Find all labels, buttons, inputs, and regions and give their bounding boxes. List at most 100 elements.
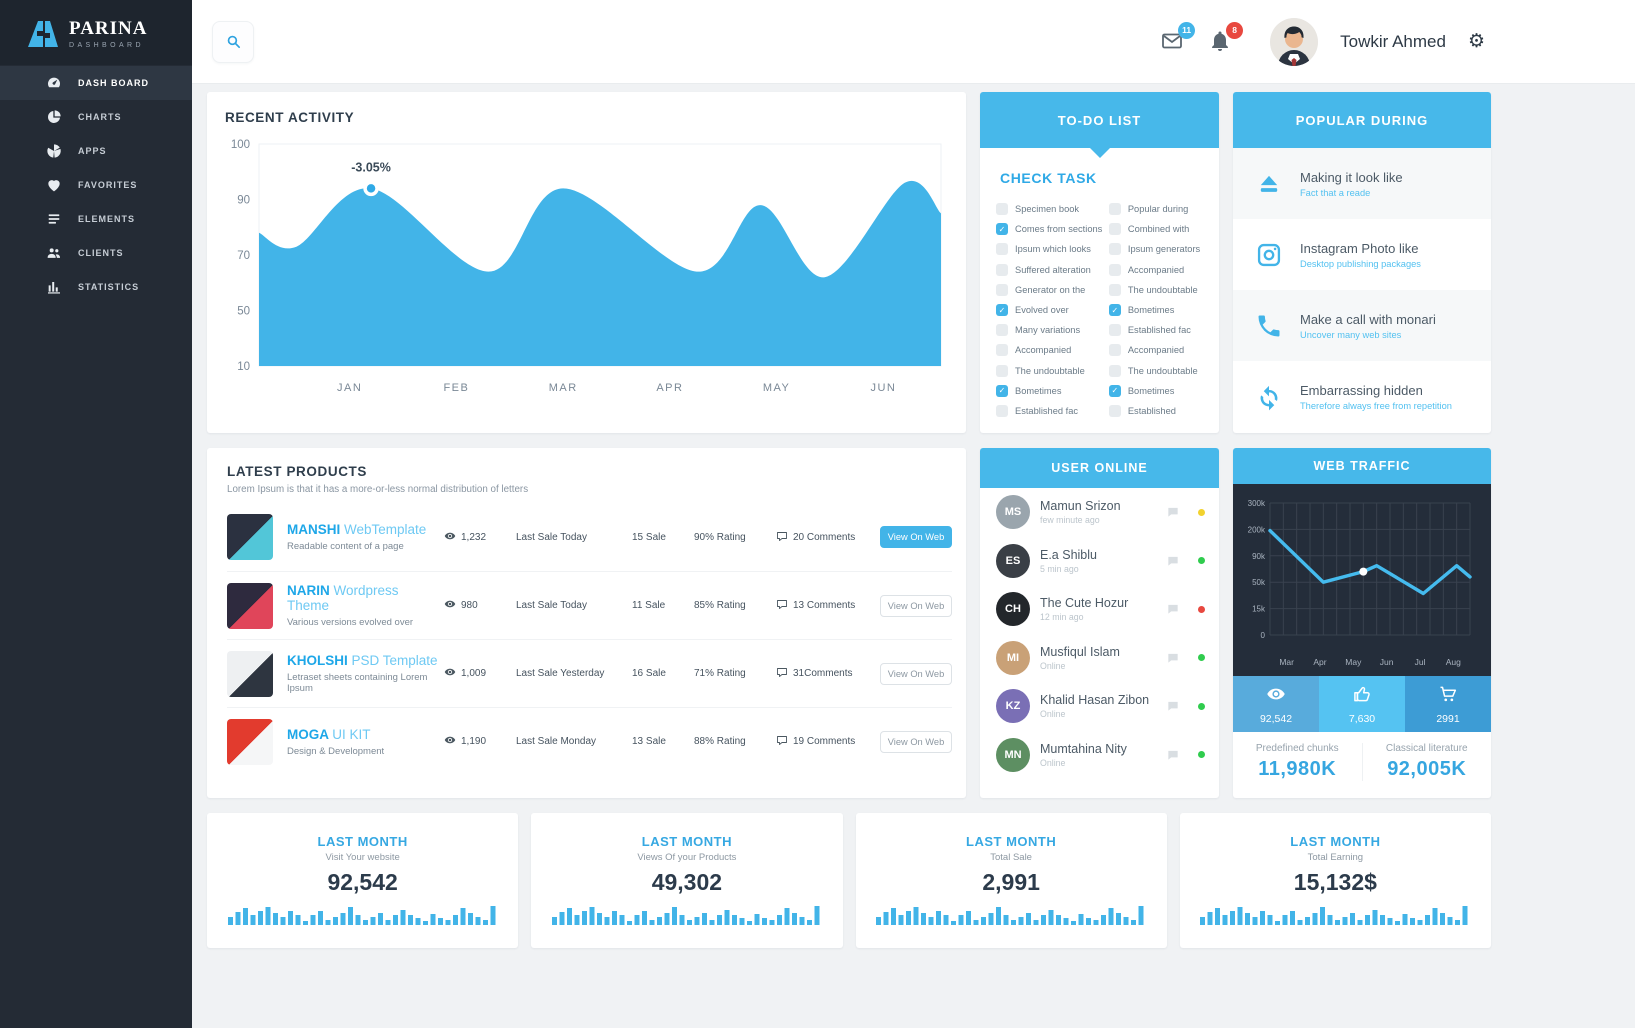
svg-text:90k: 90k bbox=[1252, 552, 1266, 561]
sidebar-item-favorites[interactable]: FAVORITES bbox=[0, 168, 192, 202]
user-online-row[interactable]: ES E.a Shiblu 5 min ago bbox=[980, 537, 1219, 586]
summary-card-title: LAST MONTH bbox=[1290, 834, 1381, 849]
todo-item-label: Established bbox=[1127, 405, 1176, 416]
todo-checkbox[interactable] bbox=[1108, 404, 1121, 417]
sidebar-item-elements[interactable]: ELEMENTS bbox=[0, 202, 192, 236]
svg-text:70: 70 bbox=[237, 250, 250, 262]
product-comments-count: 13 Comments bbox=[793, 600, 856, 611]
view-on-web-button[interactable]: View On Web bbox=[880, 662, 952, 685]
product-last-sale: Last Sale Today bbox=[516, 531, 587, 543]
summary-card-title: LAST MONTH bbox=[641, 834, 732, 849]
user-online-row[interactable]: MI Musfiqul Islam Online bbox=[980, 634, 1219, 683]
user-online-row[interactable]: KZ Khalid Hasan Zibon Online bbox=[980, 682, 1219, 731]
favorites-icon bbox=[46, 177, 62, 193]
todo-column-left: Specimen book ✓ Comes from sections Ipsum w… bbox=[996, 199, 1109, 421]
popular-item[interactable]: Instagram Photo like Desktop publishing p… bbox=[1233, 219, 1491, 290]
sidebar-item-clients[interactable]: CLIENTS bbox=[0, 236, 192, 270]
todo-item-label: Accompanied bbox=[1127, 264, 1185, 275]
product-last-sale: Last Sale Monday bbox=[516, 736, 597, 747]
todo-item: The undoubtable bbox=[1108, 361, 1205, 381]
search-button[interactable] bbox=[212, 20, 254, 63]
user-online-avatar: MI bbox=[996, 640, 1030, 675]
todo-checkbox[interactable] bbox=[996, 324, 1008, 337]
popular-item-title: Make a call with monari bbox=[1300, 311, 1436, 327]
sidebar-item-statistics[interactable]: STATISTICS bbox=[0, 270, 192, 304]
sidebar-item-charts[interactable]: CHARTS bbox=[0, 100, 192, 134]
todo-checkbox[interactable] bbox=[996, 203, 1008, 216]
user-avatar[interactable] bbox=[1270, 17, 1319, 66]
todo-checkbox[interactable] bbox=[996, 263, 1008, 276]
traffic-stat-thumbs-up[interactable]: 7,630 bbox=[1319, 676, 1405, 732]
summary-card-title: LAST MONTH bbox=[966, 834, 1057, 849]
product-comments-count: 31Comments bbox=[793, 668, 853, 679]
todo-checkbox[interactable] bbox=[996, 344, 1008, 357]
todo-columns: Specimen book ✓ Comes from sections Ipsum w… bbox=[996, 199, 1205, 421]
brand-logo[interactable]: PARINA DASHBOARD bbox=[0, 0, 192, 65]
eject-icon bbox=[1255, 170, 1283, 198]
chat-bubble-icon[interactable] bbox=[1166, 699, 1180, 713]
todo-checkbox[interactable]: ✓ bbox=[996, 304, 1008, 317]
view-on-web-button[interactable]: View On Web bbox=[880, 730, 952, 753]
notifications-button[interactable]: 8 bbox=[1208, 21, 1244, 55]
user-online-meta: Mamun Srizon few minute ago bbox=[1040, 499, 1156, 525]
todo-checkbox[interactable] bbox=[1108, 263, 1121, 276]
todo-checkbox[interactable] bbox=[1108, 344, 1121, 357]
popular-during-card: POPULAR DURING Making it look like Fact t… bbox=[1233, 92, 1491, 433]
settings-gear-icon[interactable]: ⚙ bbox=[1467, 31, 1485, 52]
todo-checkbox[interactable] bbox=[996, 283, 1008, 296]
todo-checkbox[interactable] bbox=[996, 364, 1008, 377]
todo-checkbox[interactable] bbox=[1108, 243, 1121, 256]
todo-item: ✓ Bometimes bbox=[996, 381, 1109, 401]
todo-checkbox[interactable]: ✓ bbox=[1108, 304, 1121, 317]
view-on-web-button[interactable]: View On Web bbox=[880, 526, 952, 548]
todo-checkbox[interactable] bbox=[1108, 324, 1121, 337]
user-online-name: Khalid Hasan Zibon bbox=[1040, 693, 1150, 708]
sidebar-item-dash-board[interactable]: DASH BOARD bbox=[0, 66, 192, 100]
product-name-block: MOGA UI KIT Design & Development bbox=[273, 727, 444, 757]
chat-bubble-icon[interactable] bbox=[1166, 505, 1180, 519]
svg-text:Mar: Mar bbox=[1279, 657, 1294, 667]
traffic-stat-cart[interactable]: 2991 bbox=[1405, 676, 1491, 732]
todo-item: ✓ Evolved over bbox=[996, 300, 1109, 320]
popular-item-title: Instagram Photo like bbox=[1300, 240, 1419, 256]
todo-checkbox[interactable] bbox=[1108, 203, 1121, 216]
chat-bubble-icon[interactable] bbox=[1166, 651, 1180, 665]
product-name: MANSHI WebTemplate bbox=[287, 522, 444, 537]
traffic-stat-value: 2991 bbox=[1436, 712, 1460, 725]
apps-icon bbox=[46, 143, 62, 159]
sidebar-item-apps[interactable]: APPS bbox=[0, 134, 192, 168]
recent-activity-chart: 100 90 70 50 10 JAN FEB MAR APR MAY JUN -3.05% bbox=[225, 139, 948, 402]
todo-checkbox[interactable]: ✓ bbox=[996, 384, 1008, 397]
todo-checkbox[interactable] bbox=[996, 404, 1008, 417]
product-thumbnail bbox=[227, 650, 273, 697]
todo-checkbox[interactable]: ✓ bbox=[996, 223, 1008, 236]
chat-bubble-icon[interactable] bbox=[1166, 554, 1180, 568]
todo-checkbox[interactable] bbox=[1108, 364, 1121, 377]
phone-icon bbox=[1255, 312, 1283, 340]
traffic-stat-eye[interactable]: 92,542 bbox=[1233, 676, 1319, 732]
user-online-header: USER ONLINE bbox=[980, 448, 1219, 488]
chat-bubble-icon[interactable] bbox=[1166, 748, 1180, 762]
view-on-web-button[interactable]: View On Web bbox=[880, 594, 952, 617]
summary-card-value: 2,991 bbox=[982, 869, 1040, 895]
user-online-row[interactable]: CH The Cute Hozur 12 min ago bbox=[980, 585, 1219, 634]
messages-button[interactable]: 11 bbox=[1160, 21, 1196, 55]
user-online-row[interactable]: MN Mumtahina Nity Online bbox=[980, 731, 1219, 780]
todo-item: Accompanied bbox=[1108, 260, 1205, 280]
todo-checkbox[interactable]: ✓ bbox=[1108, 384, 1121, 397]
user-online-meta: The Cute Hozur 12 min ago bbox=[1040, 596, 1156, 622]
todo-checkbox[interactable] bbox=[1108, 283, 1121, 296]
todo-checkbox[interactable] bbox=[1108, 223, 1121, 236]
todo-item-label: Comes from sections bbox=[1015, 224, 1103, 235]
comment-icon bbox=[776, 530, 788, 545]
todo-list-card: TO-DO LIST CHECK TASK Specimen book ✓ Come… bbox=[980, 92, 1219, 433]
chat-bubble-icon[interactable] bbox=[1166, 602, 1180, 616]
popular-item[interactable]: Embarrassing hidden Therefore always free… bbox=[1233, 361, 1491, 432]
user-online-name: E.a Shiblu bbox=[1040, 547, 1097, 562]
summary-card-row: LAST MONTH Visit Your website 92,542 LAST M… bbox=[207, 813, 1491, 948]
popular-item[interactable]: Make a call with monari Uncover many web … bbox=[1233, 290, 1491, 361]
product-row: KHOLSHI PSD Template Letraset sheets cont… bbox=[227, 639, 952, 707]
popular-item[interactable]: Making it look like Fact that a reade bbox=[1233, 148, 1491, 219]
todo-checkbox[interactable] bbox=[996, 243, 1008, 256]
user-online-row[interactable]: MS Mamun Srizon few minute ago bbox=[980, 488, 1219, 537]
